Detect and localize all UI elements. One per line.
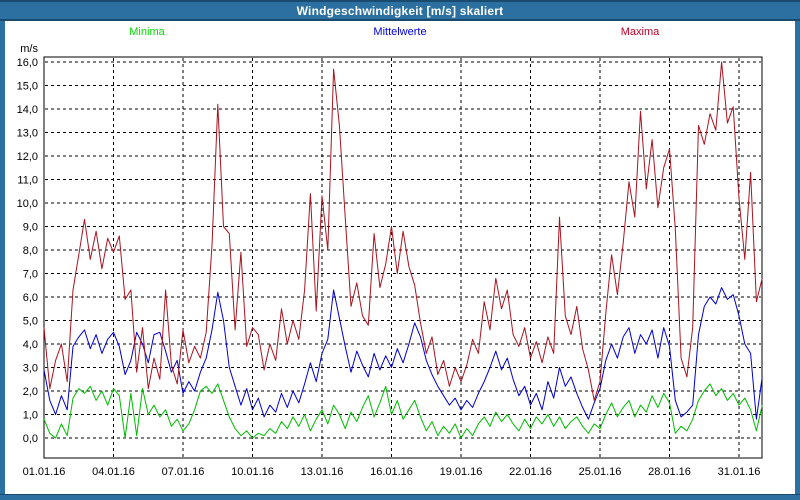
y-tick-label: 6,0 [23, 292, 38, 304]
y-tick-label: 7,0 [23, 269, 38, 281]
x-tick-label: 31.01.16 [718, 466, 761, 478]
x-tick-label: 22.01.16 [509, 466, 552, 478]
x-tick-label: 04.01.16 [92, 466, 135, 478]
y-tick-label: 13,0 [17, 128, 38, 140]
legend-label-mittelwerte: Mittelwerte [373, 26, 427, 38]
y-tick-label: 1,0 [23, 410, 38, 422]
series-line-mittelwerte [43, 287, 763, 420]
x-tick-label: 13.01.16 [301, 466, 344, 478]
y-tick-label: 11,0 [17, 175, 38, 187]
frame-right-edge [795, 21, 800, 500]
y-tick-label: 0,0 [23, 433, 38, 445]
y-tick-label: 14,0 [17, 104, 38, 116]
y-tick-label: 3,0 [23, 363, 38, 375]
legend-label-minima: Minima [129, 26, 165, 38]
y-tick-label: 10,0 [17, 198, 38, 210]
page-title: Windgeschwindigkeit [m/s] skaliert [296, 3, 504, 18]
series-line-maxima [43, 61, 763, 401]
frame-left-edge [0, 21, 5, 500]
x-tick-label: 19.01.16 [440, 466, 483, 478]
y-tick-label: 12,0 [17, 151, 38, 163]
frame-bottom-edge [0, 494, 800, 500]
legend-label-maxima: Maxima [620, 26, 660, 38]
x-tick-label: 01.01.16 [23, 466, 66, 478]
series-line-minima [43, 383, 763, 439]
title-bar: Windgeschwindigkeit [m/s] skaliert [0, 0, 800, 21]
y-tick-label: 9,0 [23, 222, 38, 234]
x-tick-label: 07.01.16 [162, 466, 205, 478]
x-tick-label: 10.01.16 [231, 466, 274, 478]
y-tick-label: 16,0 [17, 57, 38, 69]
y-tick-label: 8,0 [23, 245, 38, 257]
x-tick-label: 25.01.16 [579, 466, 622, 478]
y-tick-label: 15,0 [17, 81, 38, 93]
y-tick-label: 5,0 [23, 316, 38, 328]
x-tick-label: 28.01.16 [648, 466, 691, 478]
plot-border [43, 56, 763, 459]
y-tick-label: 4,0 [23, 339, 38, 351]
y-tick-label: 2,0 [23, 386, 38, 398]
x-tick-label: 16.01.16 [370, 466, 413, 478]
y-axis-unit-label: m/s [20, 43, 38, 55]
